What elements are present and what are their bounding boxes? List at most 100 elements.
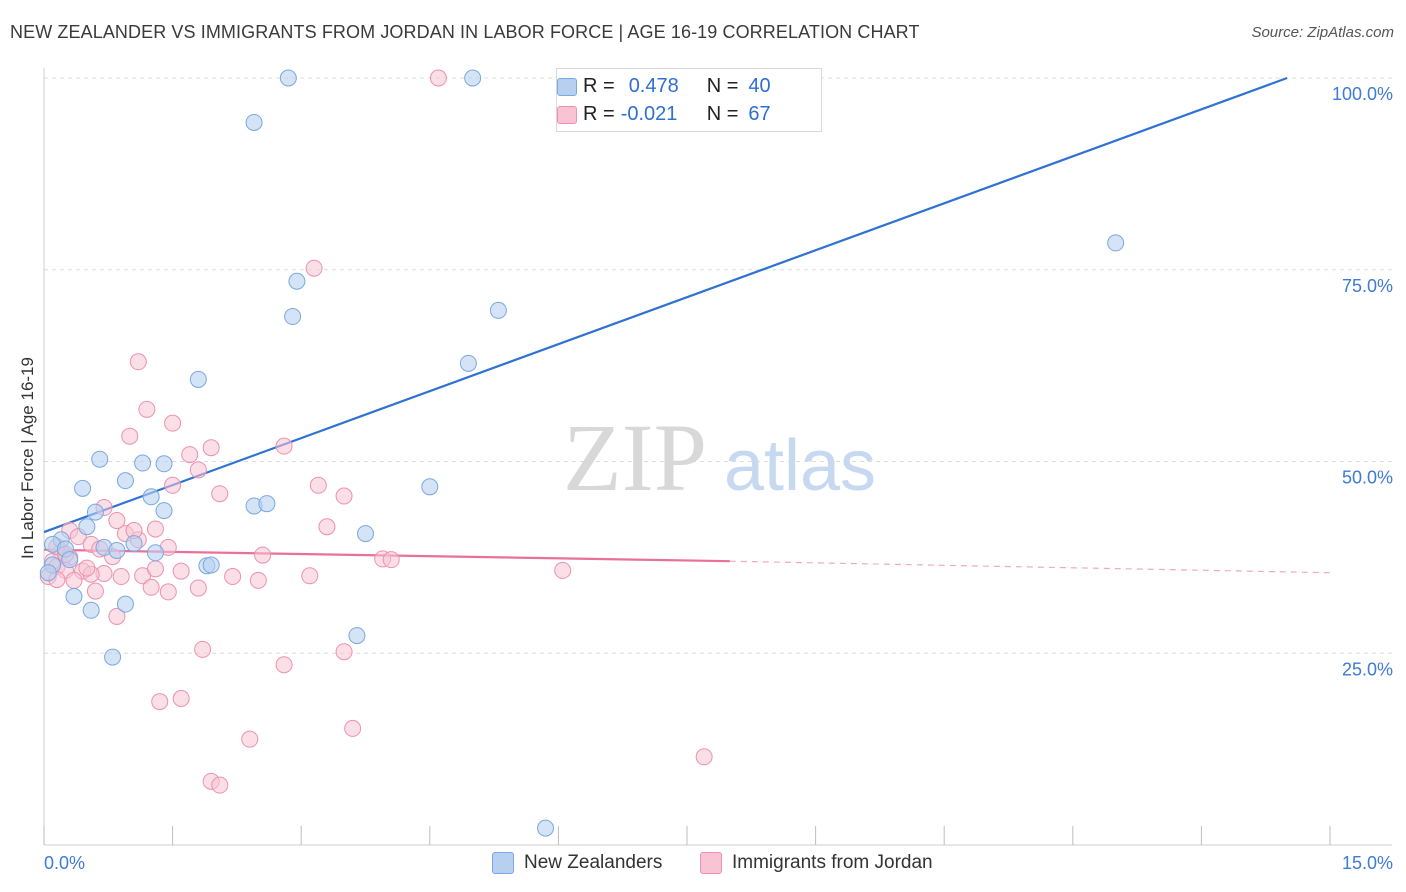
data-point-new-zealanders: [125, 535, 143, 553]
data-point-jordan: [335, 487, 353, 505]
r-label: R =: [583, 74, 615, 97]
data-point-jordan: [309, 476, 327, 494]
blue-swatch: [492, 852, 514, 874]
axes: [43, 68, 1392, 846]
data-point-jordan: [275, 656, 293, 674]
grid-lines: [44, 77, 1392, 654]
data-point-new-zealanders: [155, 455, 173, 473]
data-point-new-zealanders: [489, 301, 507, 319]
data-point-jordan: [129, 353, 147, 371]
data-point-new-zealanders: [91, 450, 109, 468]
data-point-new-zealanders: [202, 556, 220, 574]
series-legend: New Zealanders Immigrants from Jordan: [0, 852, 1406, 878]
pink-swatch: [557, 106, 577, 124]
data-point-jordan: [78, 559, 96, 577]
data-point-new-zealanders: [39, 564, 57, 582]
pink-swatch: [700, 852, 722, 874]
r-value: -0.021: [620, 102, 678, 125]
data-point-new-zealanders: [104, 648, 122, 666]
data-point-jordan: [164, 476, 182, 494]
data-point-jordan: [318, 518, 336, 536]
data-point-new-zealanders: [459, 354, 477, 372]
data-point-new-zealanders: [108, 541, 126, 559]
data-point-jordan: [254, 546, 272, 564]
data-point-jordan: [151, 693, 169, 711]
data-point-jordan: [172, 562, 190, 580]
tick-labels: 25.0% 50.0% 75.0% 100.0% 0.0% 15.0%: [44, 84, 1393, 873]
data-point-new-zealanders: [116, 472, 134, 490]
n-value: 67: [748, 102, 771, 125]
data-point-jordan: [164, 414, 182, 432]
data-point-jordan: [275, 437, 293, 455]
watermark-zip: ZIP: [563, 404, 707, 511]
data-point-jordan: [138, 400, 156, 418]
y-tick-label: 25.0%: [1342, 659, 1393, 679]
data-point-new-zealanders: [82, 601, 100, 619]
data-point-new-zealanders: [357, 525, 374, 543]
n-value: 40: [748, 74, 771, 97]
legend-item-new-zealanders[interactable]: New Zealanders: [492, 852, 662, 874]
r-value: 0.478: [628, 74, 679, 97]
trend-line-new-zealanders: [43, 76, 1288, 534]
data-point-jordan: [146, 520, 164, 538]
data-point-new-zealanders: [155, 502, 173, 520]
trend-line-jordan-extension: [729, 560, 1331, 574]
data-point-jordan: [211, 776, 229, 794]
y-axis-label: In Labor Force | Age 16-19: [18, 357, 37, 559]
data-point-jordan: [121, 427, 139, 445]
data-point-new-zealanders: [189, 370, 207, 388]
data-point-jordan: [189, 461, 207, 479]
data-point-new-zealanders: [142, 488, 160, 506]
data-point-new-zealanders: [61, 551, 79, 569]
data-point-jordan: [142, 578, 160, 596]
data-point-jordan: [429, 69, 447, 87]
data-point-jordan: [249, 571, 267, 589]
data-point-jordan: [202, 439, 220, 457]
data-point-new-zealanders: [284, 308, 302, 326]
data-point-jordan: [241, 730, 259, 748]
data-point-jordan: [112, 568, 130, 586]
data-point-jordan: [194, 640, 212, 658]
data-point-new-zealanders: [537, 819, 555, 837]
data-point-new-zealanders: [134, 454, 152, 472]
data-point-new-zealanders: [421, 478, 439, 496]
data-point-new-zealanders: [258, 495, 276, 513]
legend-item-jordan[interactable]: Immigrants from Jordan: [700, 852, 933, 874]
legend-label: Immigrants from Jordan: [732, 852, 933, 873]
data-point-new-zealanders: [245, 113, 263, 131]
data-point-new-zealanders: [464, 69, 482, 87]
data-point-new-zealanders: [116, 595, 134, 613]
data-point-new-zealanders: [348, 627, 366, 645]
y-tick-label: 75.0%: [1342, 276, 1393, 296]
x-tick-label: 15.0%: [1342, 853, 1393, 873]
r-label: R =: [583, 102, 615, 125]
legend-row-jordan: R = -0.021 N = 67: [557, 101, 771, 127]
y-tick-label: 50.0%: [1342, 468, 1393, 488]
n-label: N =: [706, 102, 739, 125]
correlation-legend: R = 0.478 N = 40 R = -0.021 N = 67: [556, 68, 822, 132]
legend-label: New Zealanders: [524, 852, 663, 873]
data-point-jordan: [189, 579, 207, 597]
data-point-new-zealanders: [1107, 234, 1125, 252]
data-point-new-zealanders: [78, 518, 96, 536]
data-point-jordan: [211, 485, 229, 503]
data-point-new-zealanders: [279, 69, 297, 87]
legend-row-new-zealanders: R = 0.478 N = 40: [557, 73, 771, 99]
x-tick-label: 0.0%: [44, 853, 85, 873]
data-point-new-zealanders: [288, 272, 306, 290]
data-point-jordan: [159, 583, 177, 601]
data-point-jordan: [344, 719, 362, 737]
data-point-jordan: [108, 512, 126, 530]
data-point-jordan: [65, 571, 83, 589]
chart-title: NEW ZEALANDER VS IMMIGRANTS FROM JORDAN …: [10, 22, 920, 42]
data-point-jordan: [335, 643, 353, 661]
data-point-jordan: [108, 607, 126, 625]
data-points: [39, 69, 1125, 837]
data-point-new-zealanders: [65, 587, 83, 605]
watermark-atlas: atlas: [724, 426, 876, 506]
data-point-jordan: [695, 748, 713, 766]
data-point-jordan: [301, 567, 319, 585]
data-point-new-zealanders: [86, 503, 104, 521]
y-tick-label: 100.0%: [1332, 84, 1393, 104]
data-point-jordan: [146, 560, 164, 578]
